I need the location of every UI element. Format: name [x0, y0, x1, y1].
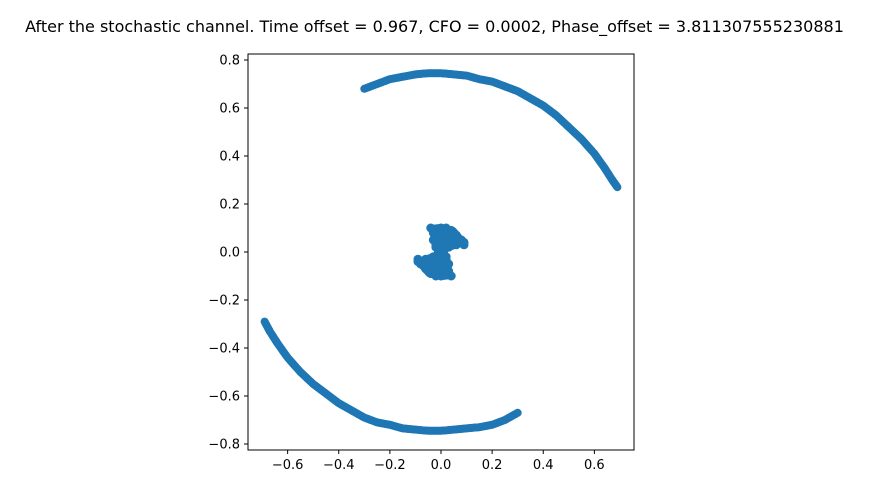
- x-tick-label: −0.2: [374, 458, 406, 473]
- data-point: [513, 408, 522, 417]
- series-0: [360, 69, 622, 192]
- x-tick-label: −0.6: [272, 458, 304, 473]
- data-points: [260, 69, 622, 435]
- y-tick-label: 0.2: [219, 198, 240, 213]
- x-tick-label: −0.4: [323, 458, 355, 473]
- y-tick-label: −0.4: [208, 342, 240, 357]
- axes: −0.6 −0.4 −0.2 0.0 0.2 0.4 0.6 −0.8 −0.6 −0.4 −0.2…: [208, 53, 635, 473]
- y-tick-label: 0.8: [219, 54, 240, 69]
- y-tick-label: 0.4: [219, 150, 240, 165]
- x-tick-label: 0.4: [533, 458, 554, 473]
- chart-title: After the stochastic channel. Time offse…: [25, 17, 844, 37]
- series-1: [260, 317, 522, 435]
- y-tick-label: 0.0: [219, 246, 240, 261]
- center-wedges: [414, 223, 468, 281]
- center-wedge-lower: [414, 249, 455, 281]
- plot-area: [260, 69, 622, 435]
- y-tick-label: 0.6: [219, 102, 240, 117]
- center-wedge-upper: [427, 223, 468, 255]
- y-tick-label: −0.8: [208, 438, 240, 453]
- y-tick-label: −0.2: [208, 294, 240, 309]
- x-tick-label: 0.0: [431, 458, 452, 473]
- x-tick-label: 0.6: [584, 458, 605, 473]
- y-tick-label: −0.6: [208, 390, 240, 405]
- data-point: [613, 183, 622, 192]
- x-tick-label: 0.2: [482, 458, 503, 473]
